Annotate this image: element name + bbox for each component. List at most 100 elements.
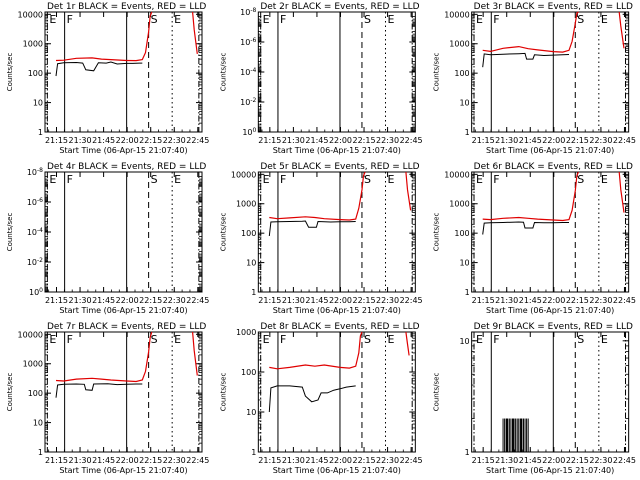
x-tick-label: 22:45: [186, 136, 209, 145]
event-marker-label: E: [174, 333, 181, 346]
y-axis-label: Counts/sec: [6, 53, 14, 92]
events-series: [482, 221, 569, 235]
plot-frame: [44, 331, 203, 453]
y-tick-label: 1000: [236, 200, 256, 209]
panel-9: Det 9r BLACK = Events, RED = LLD 1 10 Count…: [433, 322, 636, 475]
lld-series: [482, 171, 579, 222]
y-tick-label: 10-8: [27, 167, 43, 177]
y-tick-label: 10: [33, 99, 43, 108]
panel-title: Det 5r BLACK = Events, RED = LLD: [260, 162, 419, 172]
event-marker-label: S: [151, 173, 158, 186]
events-series: [482, 52, 570, 68]
event-marker-label: E: [388, 13, 395, 26]
lld-series: [269, 171, 366, 221]
x-tick-label: 22:15: [353, 296, 376, 305]
panel-title: Det 6r BLACK = Events, RED = LLD: [474, 162, 633, 172]
event-marker-label: E: [174, 13, 181, 26]
y-axis-label: Counts/sec: [219, 213, 227, 252]
y-tick-label: 100: [29, 287, 43, 297]
y-tick-label: 1: [251, 448, 256, 457]
x-axis-label: Start Time (06-Apr-15 21:07:40): [486, 306, 614, 315]
x-tick-label: 21:15: [45, 136, 68, 145]
x-tick-label: 21:45: [305, 456, 328, 465]
x-tick-label: 21:15: [472, 136, 495, 145]
event-marker-label: S: [364, 13, 371, 26]
x-tick-label: 22:15: [139, 136, 162, 145]
lld-series: [192, 331, 198, 376]
panel-title: Det 2r BLACK = Events, RED = LLD: [260, 2, 419, 12]
panel-2: Det 2r BLACK = Events, RED = LLD 100 10-2 1…: [219, 2, 422, 155]
x-tick-label: 22:45: [400, 456, 423, 465]
x-tick-label: 21:45: [305, 136, 328, 145]
y-tick-label: 1000: [449, 40, 469, 49]
panel-4: Det 4r BLACK = Events, RED = LLD 100 10-2 1…: [6, 162, 209, 315]
events-series: [268, 385, 356, 413]
event-marker-label: F: [280, 333, 286, 346]
lld-series: [618, 171, 625, 213]
x-tick-label: 21:45: [519, 456, 542, 465]
x-axis-label: Start Time (06-Apr-15 21:07:40): [59, 466, 187, 475]
x-tick-label: 21:45: [305, 296, 328, 305]
panel-3: Det 3r BLACK = Events, RED = LLD 1 10 100 10…: [433, 2, 636, 155]
event-marker-label: F: [493, 333, 499, 346]
y-tick-label: 1000: [23, 360, 43, 369]
x-tick-label: 21:30: [69, 296, 92, 305]
x-tick-label: 21:30: [495, 136, 518, 145]
plot-frame: [471, 331, 630, 453]
event-marker-label: F: [493, 13, 499, 26]
plot-frame: [44, 11, 203, 133]
y-tick-label: 10000: [231, 170, 256, 179]
event-marker-label: S: [151, 333, 158, 346]
plot-frame: [257, 331, 416, 453]
x-tick-label: 22:30: [376, 456, 399, 465]
x-tick-label: 21:45: [92, 456, 115, 465]
y-tick-label: 1: [38, 128, 43, 137]
y-tick-label: 100: [242, 127, 256, 137]
y-axis-label: Counts/sec: [6, 213, 14, 252]
lld-series: [405, 171, 412, 211]
x-tick-label: 22:30: [163, 296, 186, 305]
x-tick-label: 22:15: [139, 456, 162, 465]
event-marker-label: F: [67, 173, 73, 186]
y-tick-label: 1000: [449, 200, 469, 209]
y-tick-label: 10-6: [240, 37, 256, 47]
event-marker-label: E: [49, 333, 56, 346]
panel-title: Det 8r BLACK = Events, RED = LLD: [260, 322, 419, 332]
x-tick-label: 22:00: [116, 136, 139, 145]
lld-series: [192, 11, 198, 54]
panel-title: Det 7r BLACK = Events, RED = LLD: [47, 322, 206, 332]
x-tick-label: 22:15: [566, 296, 589, 305]
x-tick-label: 21:30: [495, 456, 518, 465]
event-marker-label: E: [476, 173, 483, 186]
panel-title: Det 9r BLACK = Events, RED = LLD: [474, 322, 633, 332]
event-marker-label: E: [49, 173, 56, 186]
lld-series: [55, 11, 153, 62]
lld-series: [618, 11, 625, 49]
lld-series: [269, 331, 363, 370]
x-tick-label: 22:00: [329, 296, 352, 305]
event-marker-label: F: [67, 13, 73, 26]
x-tick-label: 21:30: [69, 456, 92, 465]
panel-7: Det 7r BLACK = Events, RED = LLD 1 10 100 10…: [6, 322, 209, 475]
x-tick-label: 21:15: [258, 136, 281, 145]
y-tick-label: 100: [241, 229, 256, 238]
event-marker-label: F: [280, 13, 286, 26]
y-tick-label: 10-6: [27, 197, 43, 207]
event-marker-label: F: [280, 173, 286, 186]
y-tick-label: 1000: [23, 40, 43, 49]
plot-frame: [257, 11, 416, 133]
x-tick-label: 22:45: [186, 296, 209, 305]
x-tick-label: 21:45: [519, 136, 542, 145]
y-axis-label: Counts/sec: [6, 373, 14, 412]
x-tick-label: 22:45: [613, 296, 636, 305]
x-tick-label: 22:30: [589, 296, 612, 305]
y-tick-label: 1000: [236, 328, 256, 337]
event-marker-label: S: [151, 13, 158, 26]
y-axis-label: Counts/sec: [219, 53, 227, 92]
panel-6: Det 6r BLACK = Events, RED = LLD 1 10 100 10…: [433, 162, 636, 315]
plot-frame: [471, 11, 630, 133]
y-tick-label: 10: [246, 408, 256, 417]
x-tick-label: 22:45: [400, 136, 423, 145]
event-marker-label: E: [49, 13, 56, 26]
event-marker-label: E: [263, 333, 270, 346]
